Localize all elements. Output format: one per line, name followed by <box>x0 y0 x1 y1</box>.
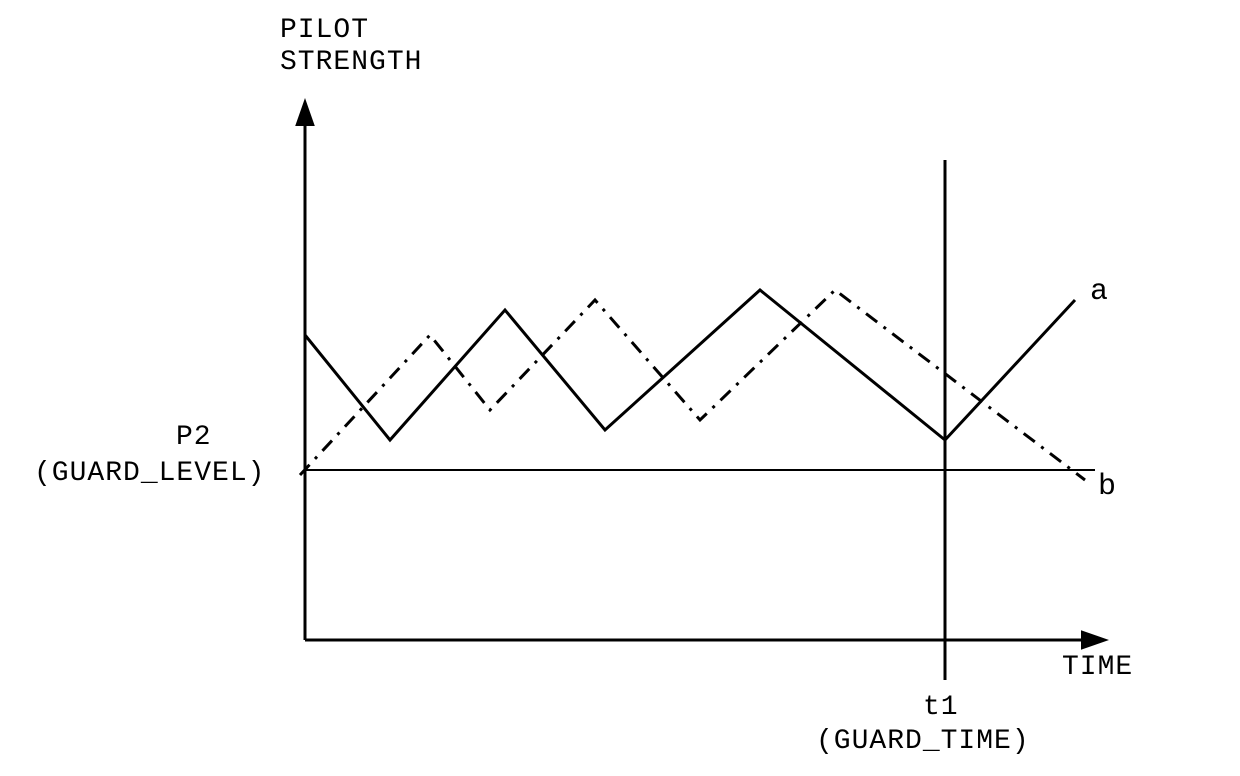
series-b-label: b <box>1098 470 1117 505</box>
x-axis-title: TIME <box>1062 652 1133 684</box>
guard-time-label: (GUARD_TIME) <box>816 726 1030 758</box>
x-axis-arrow-icon <box>1081 630 1109 650</box>
series-a-label: a <box>1090 275 1109 310</box>
series-a-line <box>305 290 1075 440</box>
series-b-line <box>300 290 1085 480</box>
y-axis-arrow-icon <box>295 98 315 126</box>
figure: PILOT STRENGTH TIME P2 (GUARD_LEVEL) t1 … <box>0 0 1240 776</box>
chart-svg <box>0 0 1240 776</box>
y-axis-title: PILOT STRENGTH <box>280 15 422 79</box>
p2-label: P2 <box>176 422 212 454</box>
t1-label: t1 <box>923 692 959 724</box>
guard-level-label: (GUARD_LEVEL) <box>34 458 265 490</box>
